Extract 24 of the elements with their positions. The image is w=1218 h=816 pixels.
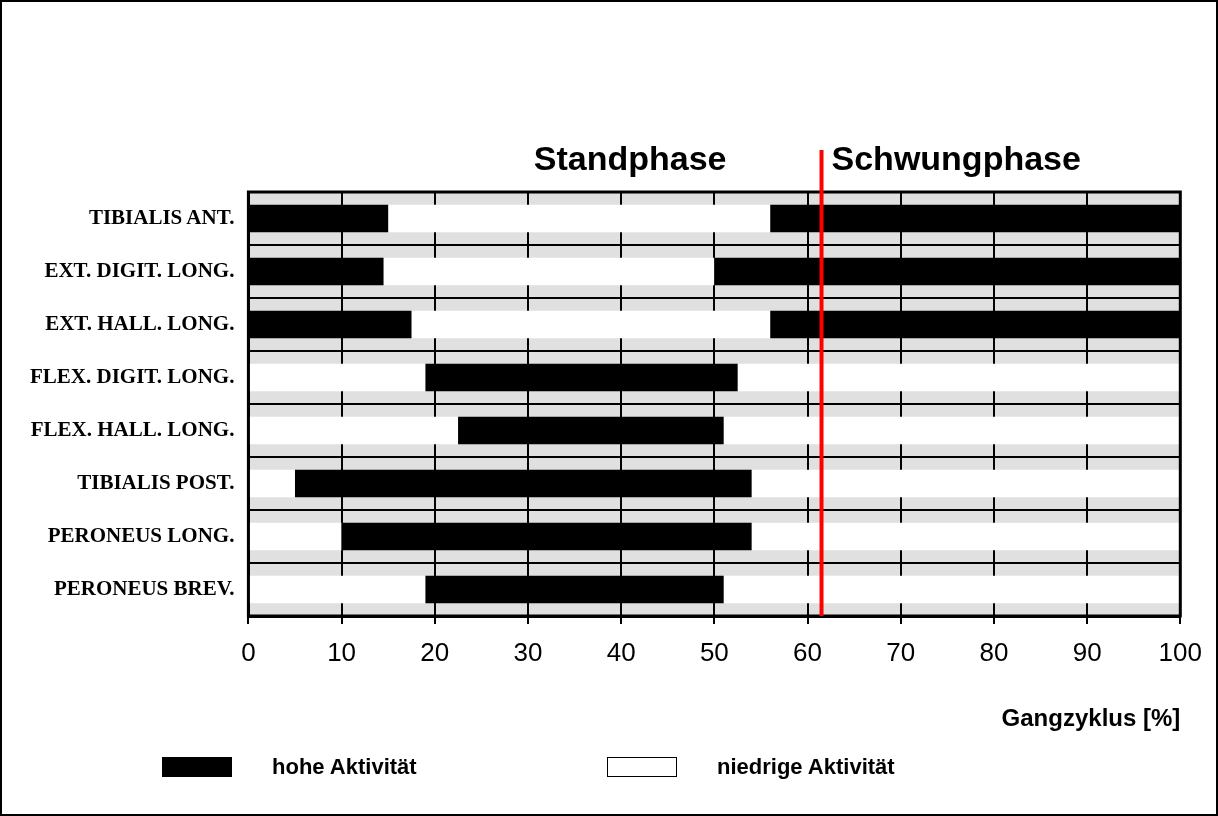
y-tick-label: PERONEUS LONG. bbox=[47, 522, 235, 547]
y-tick-label: EXT. HALL. LONG. bbox=[45, 310, 235, 335]
x-tick-label: 10 bbox=[327, 636, 357, 667]
y-tick-label: FLEX. DIGIT. LONG. bbox=[29, 363, 235, 388]
x-tick-label: 70 bbox=[886, 636, 916, 667]
legend-label: niedrige Aktivität bbox=[717, 754, 895, 780]
x-axis-title: Gangzyklus [%] bbox=[1001, 704, 1181, 732]
x-tick-label: 0 bbox=[241, 636, 256, 667]
text: Schwungphase bbox=[831, 139, 1081, 177]
text: Standphase bbox=[533, 139, 727, 177]
y-tick-label: PERONEUS BREV. bbox=[53, 575, 235, 600]
x-tick-label: 100 bbox=[1158, 636, 1203, 667]
y-tick-label: FLEX. HALL. LONG. bbox=[30, 416, 235, 441]
x-tick-label: 40 bbox=[606, 636, 636, 667]
x-tick-label: 80 bbox=[979, 636, 1009, 667]
y-tick-label: TIBIALIS ANT. bbox=[88, 204, 235, 229]
x-tick-label: 20 bbox=[420, 636, 450, 667]
y-tick-label: EXT. DIGIT. LONG. bbox=[44, 257, 235, 282]
x-tick-label: 60 bbox=[793, 636, 822, 667]
x-tick-label: 50 bbox=[699, 636, 729, 667]
y-tick-label: TIBIALIS POST. bbox=[77, 469, 235, 494]
x-tick-label: 30 bbox=[513, 636, 543, 667]
legend-label: hohe Aktivität bbox=[272, 754, 417, 780]
x-tick-label: 90 bbox=[1072, 636, 1102, 667]
